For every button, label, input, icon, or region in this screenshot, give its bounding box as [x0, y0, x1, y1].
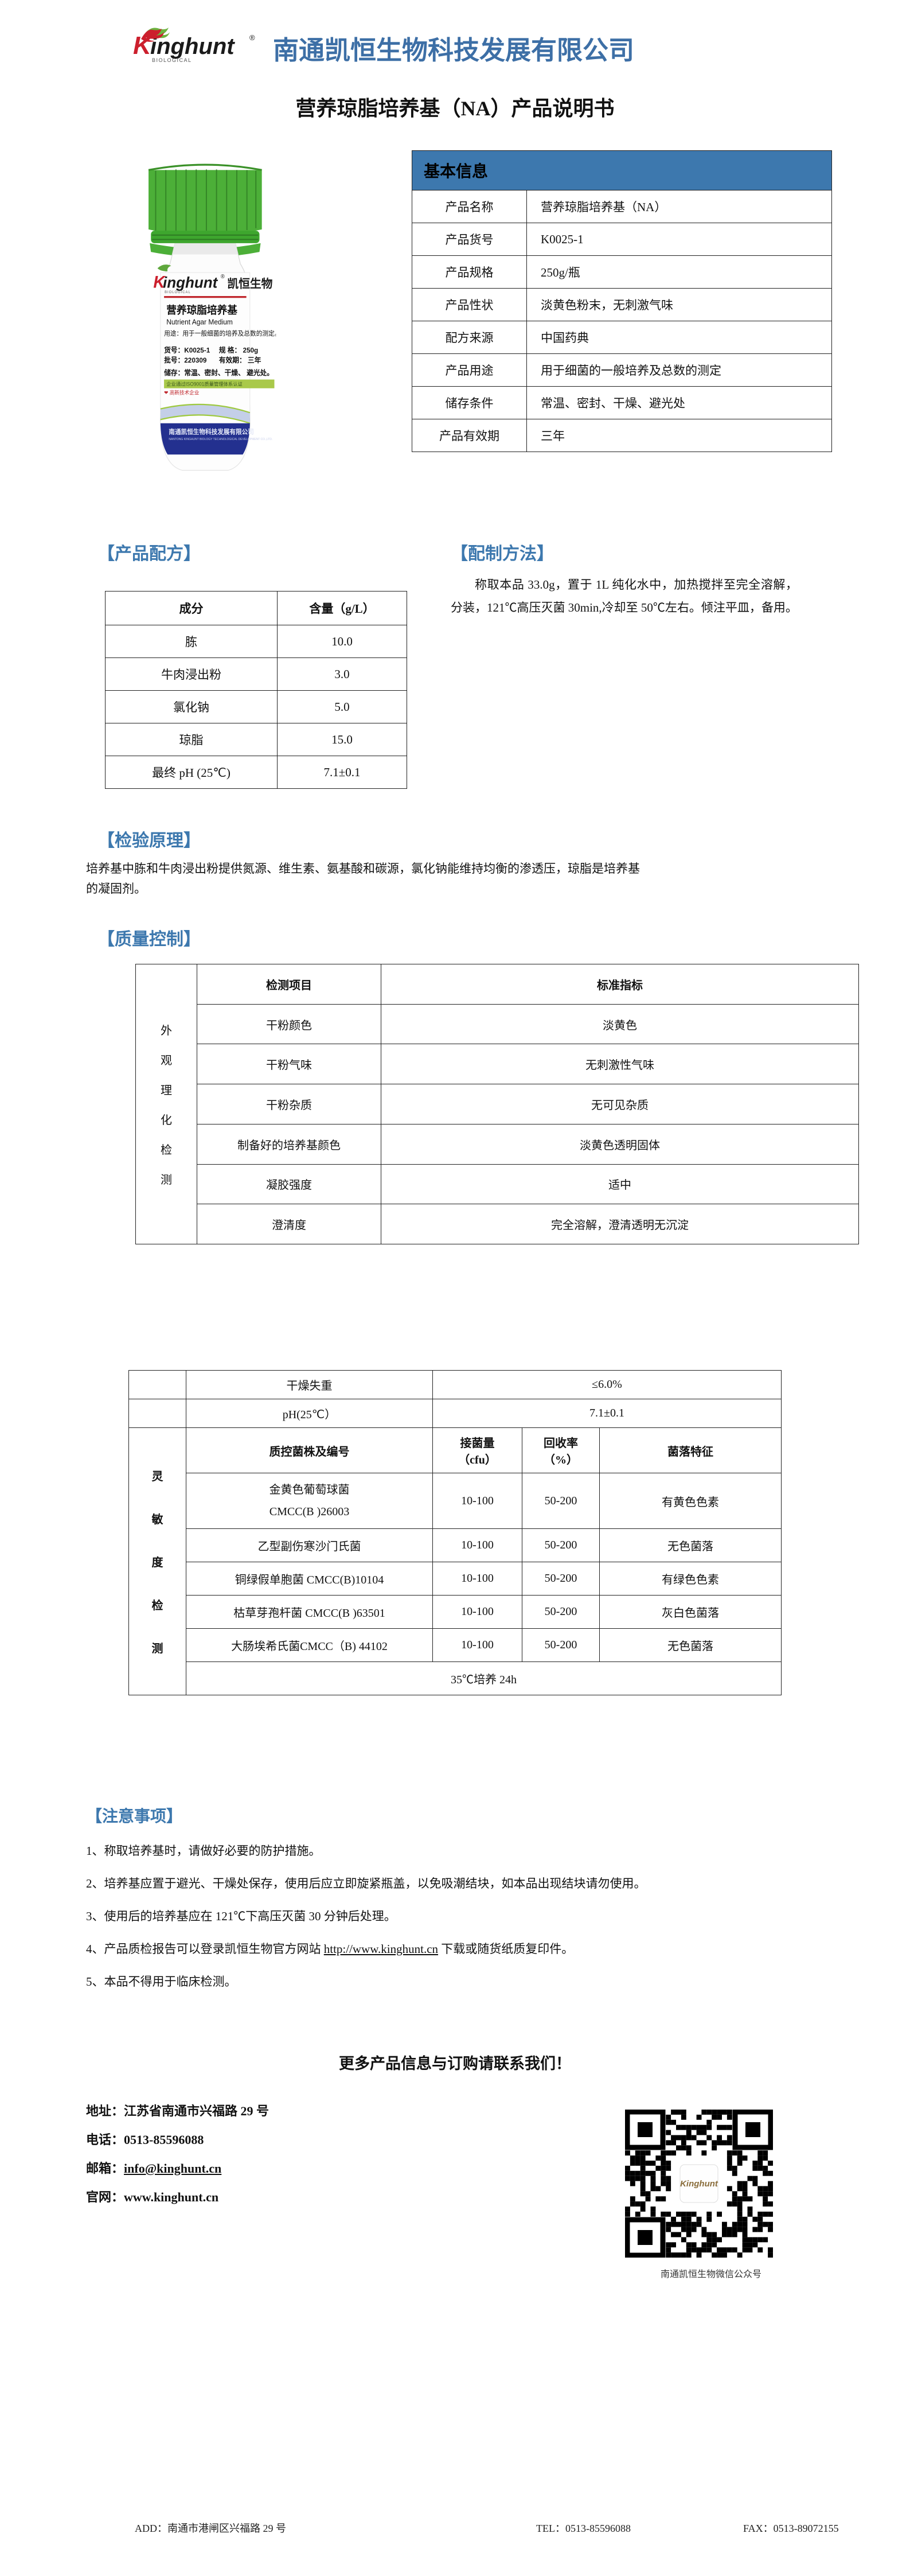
svg-text:规 格： 250g: 规 格： 250g [219, 345, 258, 354]
svg-text:用途：用于一般细菌的培养及总数的测定。: 用途：用于一般细菌的培养及总数的测定。 [164, 329, 276, 337]
svg-text:Kinghunt: Kinghunt [680, 2179, 718, 2189]
svg-text:南通凯恒生物科技发展有限公司: 南通凯恒生物科技发展有限公司 [169, 427, 253, 435]
svg-text:凯恒生物: 凯恒生物 [227, 277, 272, 291]
svg-text:BIOLOGICAL: BIOLOGICAL [165, 291, 191, 294]
svg-text:有效期： 三年: 有效期： 三年 [219, 356, 261, 364]
svg-text:inghunt: inghunt [163, 274, 218, 291]
svg-text:企业通过ISO9001质量管理体系认证: 企业通过ISO9001质量管理体系认证 [166, 381, 243, 387]
svg-text:BIOLOGICAL: BIOLOGICAL [152, 57, 192, 63]
svg-text:NANTONG KINGHUNT BIOLOGY TECHN: NANTONG KINGHUNT BIOLOGY TECHNOLOGICAL D… [169, 438, 272, 441]
svg-text:货号：K0025-1: 货号：K0025-1 [163, 345, 210, 354]
svg-text:营养琼脂培养基: 营养琼脂培养基 [166, 304, 238, 316]
svg-text:®: ® [249, 33, 255, 42]
svg-text:储存：常温、密封、干燥、 避光处。: 储存：常温、密封、干燥、 避光处。 [164, 368, 274, 377]
svg-text:批号：220309: 批号：220309 [164, 356, 207, 364]
svg-text:❤ 高新技术企业: ❤ 高新技术企业 [164, 389, 199, 395]
svg-text:®: ® [221, 274, 225, 280]
svg-text:Nutrient Agar Medium: Nutrient Agar Medium [166, 318, 233, 326]
